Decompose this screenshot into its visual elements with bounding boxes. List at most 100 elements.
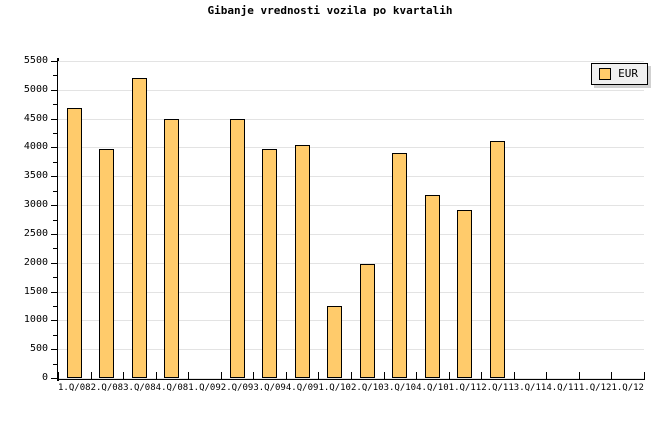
y-axis-tick <box>51 320 58 321</box>
gridline <box>58 234 644 235</box>
x-axis-label: 1.Q/11 <box>448 383 482 393</box>
x-axis-tick <box>449 372 450 380</box>
legend: EUR <box>591 63 648 85</box>
bar[interactable] <box>230 119 245 378</box>
x-axis-tick <box>253 372 254 380</box>
x-axis-label: 4.Q/08 <box>155 383 189 393</box>
y-axis-minor-tick <box>53 277 58 278</box>
x-axis-tick <box>188 372 189 380</box>
y-axis-minor-tick <box>53 162 58 163</box>
y-axis-label: 0 <box>41 372 48 383</box>
y-axis-label: 4500 <box>23 113 48 124</box>
x-axis-tick <box>221 372 222 380</box>
x-axis-tick <box>546 372 547 380</box>
y-axis-tick <box>51 349 58 350</box>
y-axis-minor-tick <box>53 248 58 249</box>
y-axis-tick <box>51 147 58 148</box>
legend-swatch-eur <box>599 68 612 80</box>
x-axis-label: 2.Q/09 <box>220 383 254 393</box>
chart-title: Gibanje vrednosti vozila po kvartalih <box>207 4 453 17</box>
x-axis-label: 1.Q/09 <box>188 383 221 393</box>
x-axis-label: 4.Q/09 <box>285 383 319 393</box>
y-axis-minor-tick <box>53 75 58 76</box>
y-axis-minor-tick <box>53 104 58 105</box>
bar[interactable] <box>360 264 375 378</box>
gridline <box>58 176 644 177</box>
x-axis-tick <box>481 372 482 380</box>
bar[interactable] <box>490 141 505 378</box>
bar[interactable] <box>295 145 310 378</box>
gridline <box>58 147 644 148</box>
x-axis-tick <box>58 372 59 380</box>
plot-area <box>58 61 644 379</box>
y-axis-label: 1000 <box>23 314 48 325</box>
y-axis-label: 500 <box>29 343 48 354</box>
y-axis-minor-tick <box>53 133 58 134</box>
bar[interactable] <box>425 195 440 378</box>
gridline <box>58 349 644 350</box>
y-axis-minor-tick <box>53 364 58 365</box>
x-axis-tick <box>123 372 124 380</box>
x-axis-label: 1.Q/12 <box>578 383 612 393</box>
y-axis-tick <box>51 292 58 293</box>
x-axis-tick <box>351 372 352 380</box>
y-axis-label: 3000 <box>23 199 48 210</box>
x-axis-tick <box>514 372 515 380</box>
y-axis-label: 3500 <box>23 170 48 181</box>
x-axis-tick <box>91 372 92 380</box>
bar[interactable] <box>327 306 342 378</box>
x-axis-label: 1.Q/10 <box>318 383 351 393</box>
y-axis-label: 1500 <box>23 286 48 297</box>
gridline <box>58 119 644 120</box>
gridline <box>58 61 644 62</box>
bar[interactable] <box>457 210 472 378</box>
y-axis-label: 4000 <box>23 141 48 152</box>
y-axis-label: 2000 <box>23 257 48 268</box>
y-axis-minor-tick <box>53 220 58 221</box>
gridline <box>58 320 644 321</box>
y-axis-minor-tick <box>53 306 58 307</box>
x-axis-tick <box>579 372 580 380</box>
y-axis-tick <box>51 234 58 235</box>
gridline <box>58 292 644 293</box>
y-axis-minor-tick <box>53 191 58 192</box>
bar[interactable] <box>164 119 179 378</box>
bar[interactable] <box>392 153 407 378</box>
y-axis-tick <box>51 205 58 206</box>
x-axis-tick <box>611 372 612 380</box>
x-axis-label: 1.Q/12 <box>611 383 644 393</box>
x-axis-label: 4.Q/11 <box>546 383 579 393</box>
legend-label-eur: EUR <box>618 67 638 80</box>
y-axis-tick <box>51 176 58 177</box>
x-axis-tick <box>318 372 319 380</box>
y-axis-minor-tick <box>53 335 58 336</box>
y-axis-tick <box>51 119 58 120</box>
bar[interactable] <box>99 149 114 378</box>
y-axis-label: 5000 <box>23 84 48 95</box>
x-axis-label: 2.Q/08 <box>90 383 124 393</box>
y-axis-tick <box>51 90 58 91</box>
x-axis-label: 3.Q/10 <box>383 383 417 393</box>
x-axis-label: 3.Q/11 <box>513 383 547 393</box>
bar[interactable] <box>132 78 147 378</box>
x-axis-tick <box>286 372 287 380</box>
x-axis-tick <box>156 372 157 380</box>
y-axis-tick <box>51 61 58 62</box>
y-axis-tick <box>51 263 58 264</box>
gridline <box>58 90 644 91</box>
x-axis-label: 3.Q/08 <box>123 383 156 393</box>
x-axis-tick <box>416 372 417 380</box>
x-axis-label: 2.Q/11 <box>481 383 514 393</box>
x-axis-label: 3.Q/09 <box>253 383 286 393</box>
x-axis-label: 2.Q/10 <box>351 383 384 393</box>
gridline <box>58 205 644 206</box>
x-axis-tick <box>384 372 385 380</box>
y-axis-label: 5500 <box>23 55 48 66</box>
y-axis-tick <box>51 378 58 379</box>
bar[interactable] <box>262 149 277 378</box>
gridline <box>58 263 644 264</box>
x-axis-tick <box>644 372 645 380</box>
x-axis-label: 1.Q/08 <box>58 383 91 393</box>
bar[interactable] <box>67 108 82 378</box>
